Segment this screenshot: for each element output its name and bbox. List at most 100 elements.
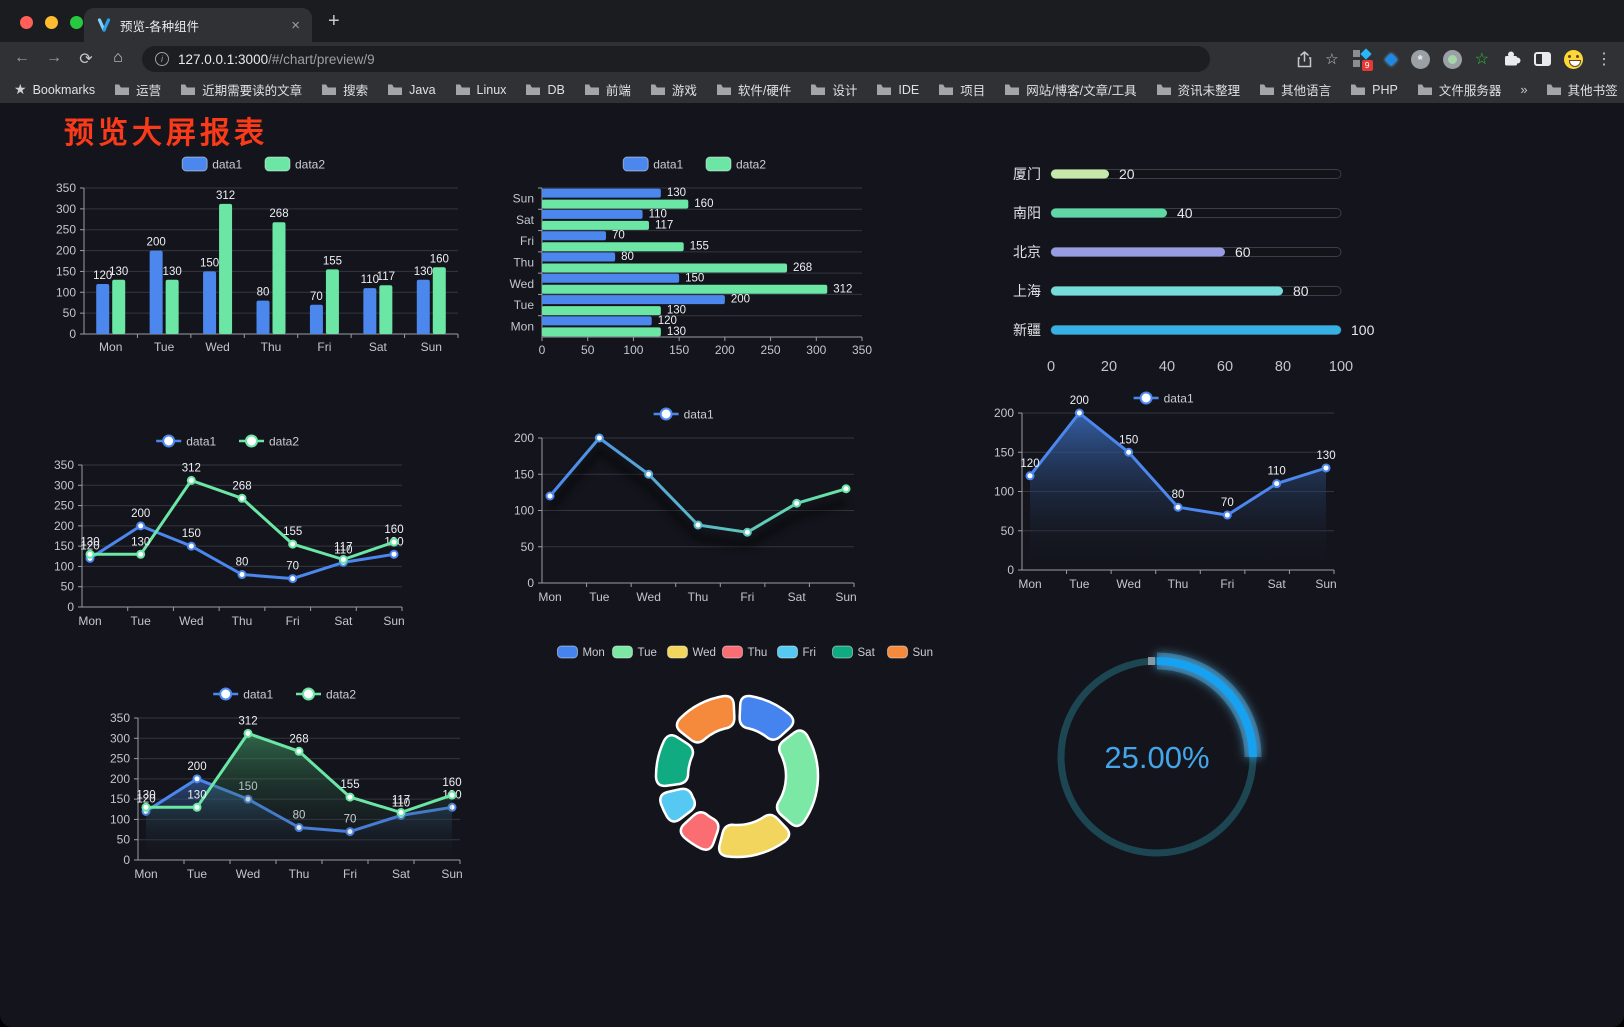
folder-icon bbox=[650, 84, 665, 95]
bookmark-folder[interactable]: 软件/硬件 bbox=[716, 80, 791, 99]
svg-text:Thu: Thu bbox=[688, 590, 709, 604]
svg-text:Tue: Tue bbox=[187, 867, 208, 881]
svg-text:Tue: Tue bbox=[637, 647, 656, 659]
new-tab-button[interactable]: + bbox=[328, 10, 340, 32]
svg-text:117: 117 bbox=[377, 271, 395, 283]
bookmark-folder-label: 设计 bbox=[832, 84, 858, 98]
svg-text:Fri: Fri bbox=[286, 614, 300, 628]
asterisk-extension-icon[interactable]: * bbox=[1410, 49, 1430, 69]
bookmark-folder[interactable]: DB bbox=[525, 83, 565, 97]
svg-text:150: 150 bbox=[685, 272, 704, 284]
dot-extension-icon[interactable] bbox=[1442, 49, 1462, 69]
close-window-button[interactable] bbox=[20, 16, 33, 29]
svg-text:80: 80 bbox=[1275, 359, 1291, 375]
address-bar[interactable]: i 127.0.0.1:3000/#/chart/preview/9 bbox=[142, 46, 1210, 72]
circular-progress-gauge[interactable]: 25.00% bbox=[1046, 645, 1268, 869]
browser-tab[interactable]: 预览-各种组件 × bbox=[84, 8, 312, 42]
svg-text:Wed: Wed bbox=[692, 647, 715, 659]
bookmark-folder[interactable]: 设计 bbox=[810, 80, 857, 99]
browser-menu-icon[interactable]: ⋮ bbox=[1596, 51, 1612, 68]
bookmark-folder[interactable]: 资讯未整理 bbox=[1156, 80, 1240, 99]
svg-text:Wed: Wed bbox=[636, 590, 660, 604]
minimize-window-button[interactable] bbox=[45, 16, 58, 29]
svg-text:Sun: Sun bbox=[421, 340, 442, 354]
other-bookmarks[interactable]: 其他书签 bbox=[1546, 80, 1618, 99]
bookmark-folder[interactable]: 前端 bbox=[584, 80, 631, 99]
star-extension-icon[interactable]: ☆ bbox=[1474, 51, 1489, 68]
bookmark-folder-label: 运营 bbox=[136, 84, 162, 98]
emoji-extension-icon[interactable] bbox=[1564, 49, 1583, 69]
svg-text:200: 200 bbox=[994, 406, 1014, 420]
extension-grid-icon[interactable]: 9 bbox=[1352, 48, 1373, 71]
bookmark-folder[interactable]: 游戏 bbox=[650, 80, 697, 99]
svg-text:150: 150 bbox=[200, 257, 219, 269]
bookmark-folder[interactable]: 网站/博客/文章/工具 bbox=[1004, 80, 1137, 99]
bookmark-folder-label: PHP bbox=[1372, 82, 1398, 97]
bookmarks-overflow-chevron[interactable]: » bbox=[1520, 82, 1528, 97]
svg-text:Fri: Fri bbox=[317, 340, 331, 354]
svg-text:150: 150 bbox=[56, 264, 76, 278]
bookmark-folder-label: 网站/博客/文章/工具 bbox=[1026, 84, 1137, 98]
horizontal-bar-chart[interactable]: data1 data2 0 50 100 150 200 250 300 350 Sun Sat Fri… bbox=[498, 148, 896, 363]
url-path: /#/chart/preview/9 bbox=[268, 51, 375, 67]
forward-icon[interactable]: → bbox=[46, 49, 62, 66]
svg-text:70: 70 bbox=[1221, 497, 1234, 509]
svg-text:100: 100 bbox=[623, 343, 643, 357]
svg-text:Wed: Wed bbox=[179, 614, 203, 628]
svg-text:100: 100 bbox=[1351, 322, 1375, 338]
bookmark-folder[interactable]: 运营 bbox=[114, 80, 161, 99]
reload-icon[interactable]: ⟳ bbox=[79, 51, 93, 68]
sidebar-toggle-icon[interactable] bbox=[1534, 52, 1551, 66]
svg-text:70: 70 bbox=[286, 561, 299, 573]
area-line-chart[interactable]: data1 0 50 100 150 200 Mon Tue Wed Thu Fri Sat Sun 12… bbox=[982, 388, 1350, 600]
folder-icon bbox=[1260, 84, 1275, 95]
zoom-window-button[interactable] bbox=[70, 16, 83, 29]
donut-chart[interactable]: Mon Tue Wed Thu Fri Sat Sun bbox=[552, 638, 938, 893]
svg-text:155: 155 bbox=[283, 526, 302, 538]
bookmarks-manager[interactable]: ★ Bookmarks bbox=[14, 81, 95, 98]
bookmark-folder[interactable]: Java bbox=[387, 83, 436, 97]
share-icon[interactable] bbox=[1297, 50, 1312, 68]
bookmark-folder[interactable]: IDE bbox=[876, 83, 919, 97]
bookmark-star-icon[interactable]: ☆ bbox=[1325, 51, 1339, 68]
svg-text:350: 350 bbox=[56, 181, 76, 195]
bookmark-folder[interactable]: Linux bbox=[455, 83, 506, 97]
svg-text:312: 312 bbox=[238, 715, 257, 727]
svg-text:200: 200 bbox=[715, 343, 735, 357]
svg-text:300: 300 bbox=[56, 202, 76, 216]
svg-text:70: 70 bbox=[612, 230, 625, 242]
bookmark-folder[interactable]: 项目 bbox=[938, 80, 985, 99]
puzzle-extensions-icon[interactable] bbox=[1502, 50, 1521, 68]
gem-extension-icon[interactable]: ◆ bbox=[1384, 49, 1398, 68]
svg-text:Tue: Tue bbox=[1069, 577, 1090, 591]
bookmark-folder[interactable]: 文件服务器 bbox=[1417, 80, 1501, 99]
svg-text:110: 110 bbox=[392, 797, 410, 809]
site-info-icon[interactable]: i bbox=[155, 52, 169, 66]
back-icon[interactable]: ← bbox=[14, 49, 30, 66]
two-series-line-chart[interactable]: data1 data2 0 50 100 150 200 250 300 350 Mon Tue Wed… bbox=[42, 425, 418, 637]
svg-text:117: 117 bbox=[334, 542, 352, 554]
svg-text:200: 200 bbox=[731, 294, 750, 306]
bookmark-folder[interactable]: 其他语言 bbox=[1259, 80, 1331, 99]
city-progress-bars-chart[interactable]: 厦门 20 南阳 40 北京 60 上海 80 新疆 100 0 20 40 60 80 100 bbox=[985, 152, 1377, 387]
svg-text:100: 100 bbox=[514, 504, 534, 518]
svg-text:60: 60 bbox=[1217, 359, 1233, 375]
svg-text:200: 200 bbox=[147, 237, 166, 249]
bookmark-folder-label: IDE bbox=[898, 82, 920, 97]
tab-close-icon[interactable]: × bbox=[291, 16, 300, 34]
two-series-area-line-chart[interactable]: data1 data2 0 50 100 150 200 250 300 350 Mon Tue Wed… bbox=[98, 678, 476, 890]
bookmark-folder[interactable]: PHP bbox=[1350, 83, 1398, 97]
svg-text:Mon: Mon bbox=[99, 340, 122, 354]
bookmark-folder[interactable]: 搜索 bbox=[321, 80, 368, 99]
svg-text:117: 117 bbox=[655, 219, 673, 231]
svg-text:data1: data1 bbox=[243, 687, 273, 701]
svg-text:Wed: Wed bbox=[205, 340, 229, 354]
svg-text:130: 130 bbox=[109, 266, 128, 278]
grouped-bar-chart[interactable]: data1 data2 0 50 100 150 200 250 300 350 Mon Tue Wed… bbox=[44, 148, 468, 360]
bookmark-folder[interactable]: 近期需要读的文章 bbox=[180, 80, 302, 99]
svg-text:80: 80 bbox=[236, 557, 249, 569]
svg-text:Sat: Sat bbox=[392, 867, 411, 881]
svg-text:120: 120 bbox=[658, 315, 677, 327]
gradient-line-chart[interactable]: data1 0 50 100 150 200 Mon Tue Wed Thu Fri Sat Sun bbox=[502, 398, 870, 613]
home-icon[interactable]: ⌂ bbox=[113, 49, 123, 66]
